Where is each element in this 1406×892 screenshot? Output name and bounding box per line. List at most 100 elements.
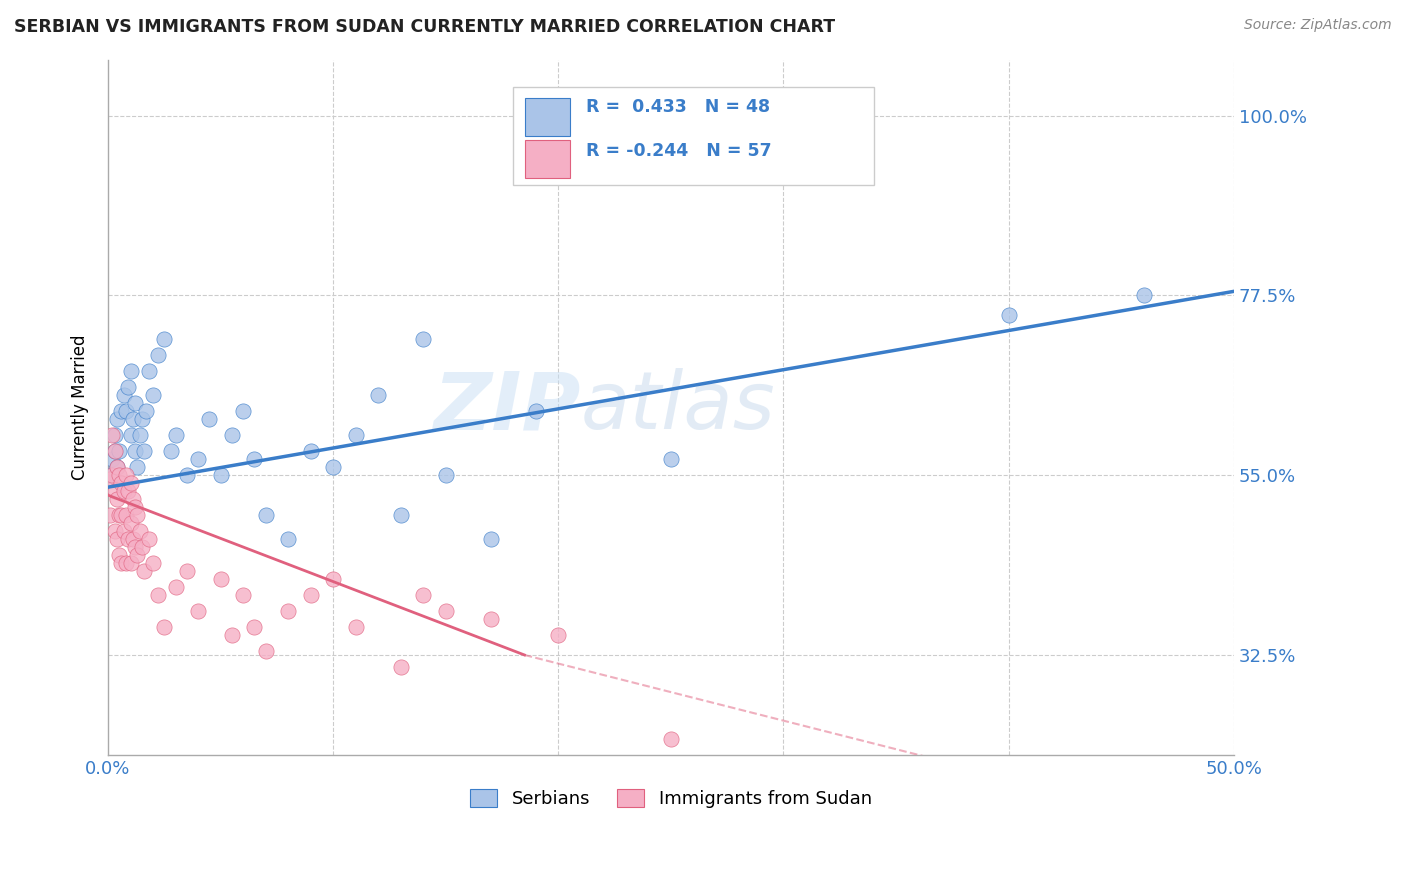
Legend: Serbians, Immigrants from Sudan: Serbians, Immigrants from Sudan xyxy=(463,781,879,815)
Point xyxy=(221,428,243,442)
Point xyxy=(165,580,187,594)
Point xyxy=(524,404,547,418)
Point xyxy=(221,628,243,642)
Point xyxy=(243,452,266,467)
Point xyxy=(232,404,254,418)
Point xyxy=(127,548,149,562)
Point xyxy=(547,628,569,642)
Point xyxy=(146,588,169,602)
Point xyxy=(105,492,128,507)
Point xyxy=(124,444,146,458)
Point xyxy=(115,508,138,523)
Point xyxy=(112,484,135,499)
Point xyxy=(132,444,155,458)
Point xyxy=(108,508,131,523)
Point xyxy=(127,460,149,475)
Point xyxy=(104,428,127,442)
Point xyxy=(110,476,132,491)
Point xyxy=(117,380,139,394)
Point xyxy=(344,428,367,442)
Point xyxy=(479,532,502,546)
Point xyxy=(120,476,142,491)
Y-axis label: Currently Married: Currently Married xyxy=(72,334,89,480)
Point xyxy=(120,516,142,530)
FancyBboxPatch shape xyxy=(513,87,873,185)
Point xyxy=(299,588,322,602)
Point xyxy=(138,364,160,378)
Point xyxy=(389,508,412,523)
Point xyxy=(277,604,299,618)
Point xyxy=(104,484,127,499)
Point xyxy=(101,468,124,483)
Point xyxy=(121,412,143,426)
Point xyxy=(146,348,169,362)
Text: ZIP: ZIP xyxy=(433,368,581,446)
Point xyxy=(389,660,412,674)
Point xyxy=(115,468,138,483)
FancyBboxPatch shape xyxy=(524,139,569,178)
Point xyxy=(142,388,165,402)
Point xyxy=(344,620,367,634)
Point xyxy=(105,460,128,475)
Text: SERBIAN VS IMMIGRANTS FROM SUDAN CURRENTLY MARRIED CORRELATION CHART: SERBIAN VS IMMIGRANTS FROM SUDAN CURRENT… xyxy=(14,18,835,36)
Text: Source: ZipAtlas.com: Source: ZipAtlas.com xyxy=(1244,18,1392,32)
Point xyxy=(322,572,344,586)
Point xyxy=(131,540,153,554)
Point xyxy=(101,452,124,467)
Point xyxy=(127,508,149,523)
Point xyxy=(322,460,344,475)
Point xyxy=(412,588,434,602)
Point xyxy=(104,444,127,458)
Point xyxy=(105,460,128,475)
Point xyxy=(120,428,142,442)
Point xyxy=(176,564,198,578)
Point xyxy=(209,468,232,483)
Point xyxy=(138,532,160,546)
Point xyxy=(209,572,232,586)
Point xyxy=(131,412,153,426)
Point xyxy=(98,472,121,486)
Point xyxy=(117,532,139,546)
Point xyxy=(124,500,146,515)
Point xyxy=(115,556,138,570)
Point xyxy=(165,428,187,442)
Text: atlas: atlas xyxy=(581,368,776,446)
Point xyxy=(120,556,142,570)
Point xyxy=(367,388,389,402)
Text: R =  0.433   N = 48: R = 0.433 N = 48 xyxy=(586,98,770,116)
Point xyxy=(110,508,132,523)
Point xyxy=(997,309,1019,323)
Point xyxy=(128,428,150,442)
Point xyxy=(120,364,142,378)
Point xyxy=(176,468,198,483)
Point xyxy=(187,452,209,467)
Point xyxy=(128,524,150,538)
Point xyxy=(277,532,299,546)
Point xyxy=(479,612,502,626)
Point xyxy=(142,556,165,570)
Text: R = -0.244   N = 57: R = -0.244 N = 57 xyxy=(586,142,772,160)
Point xyxy=(254,644,277,658)
Point xyxy=(299,444,322,458)
Point xyxy=(187,604,209,618)
Point xyxy=(105,532,128,546)
Point xyxy=(153,620,176,634)
Point xyxy=(117,484,139,499)
Point xyxy=(232,588,254,602)
Point xyxy=(98,468,121,483)
Point xyxy=(110,404,132,418)
Point xyxy=(198,412,221,426)
Point xyxy=(135,404,157,418)
Point xyxy=(121,532,143,546)
Point xyxy=(1132,288,1154,302)
Point xyxy=(112,524,135,538)
Point xyxy=(412,332,434,346)
Point xyxy=(659,452,682,467)
Point xyxy=(153,332,176,346)
Point xyxy=(254,508,277,523)
Point xyxy=(434,604,457,618)
Point xyxy=(101,428,124,442)
Point xyxy=(124,396,146,410)
Point xyxy=(434,468,457,483)
Point xyxy=(105,412,128,426)
